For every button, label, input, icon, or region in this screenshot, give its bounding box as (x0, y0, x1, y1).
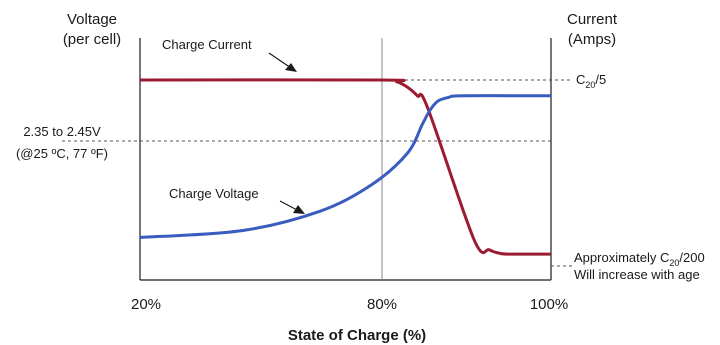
charge-voltage-label: Charge Voltage (169, 186, 259, 201)
charge-current-arrow (268, 52, 297, 72)
x-tick-label-20: 20% (131, 296, 161, 313)
right-axis-label-line1: Current (567, 11, 618, 28)
charge-voltage-arrow (279, 200, 305, 214)
voltage-level-label: 2.35 to 2.45V (23, 124, 101, 139)
x-tick-label-80: 80% (367, 296, 397, 313)
charge-current-label: Charge Current (162, 37, 252, 52)
current-min-note: Will increase with age (574, 267, 700, 282)
right-axis-label-line2: (Amps) (568, 31, 616, 48)
current-max-label: C20/5 (576, 72, 606, 90)
charge-current-line (139, 78, 552, 256)
x-axis-title: State of Charge (%) (288, 327, 426, 344)
current-min-label: Approximately C20/200 (574, 250, 705, 268)
voltage-temperature-label: (@25 ºC, 77 ºF) (16, 146, 108, 161)
x-tick-label-100: 100% (530, 296, 568, 313)
left-axis-label-line2: (per cell) (63, 31, 121, 48)
left-axis-label-line1: Voltage (67, 11, 117, 28)
charge-voltage-line (139, 94, 552, 239)
